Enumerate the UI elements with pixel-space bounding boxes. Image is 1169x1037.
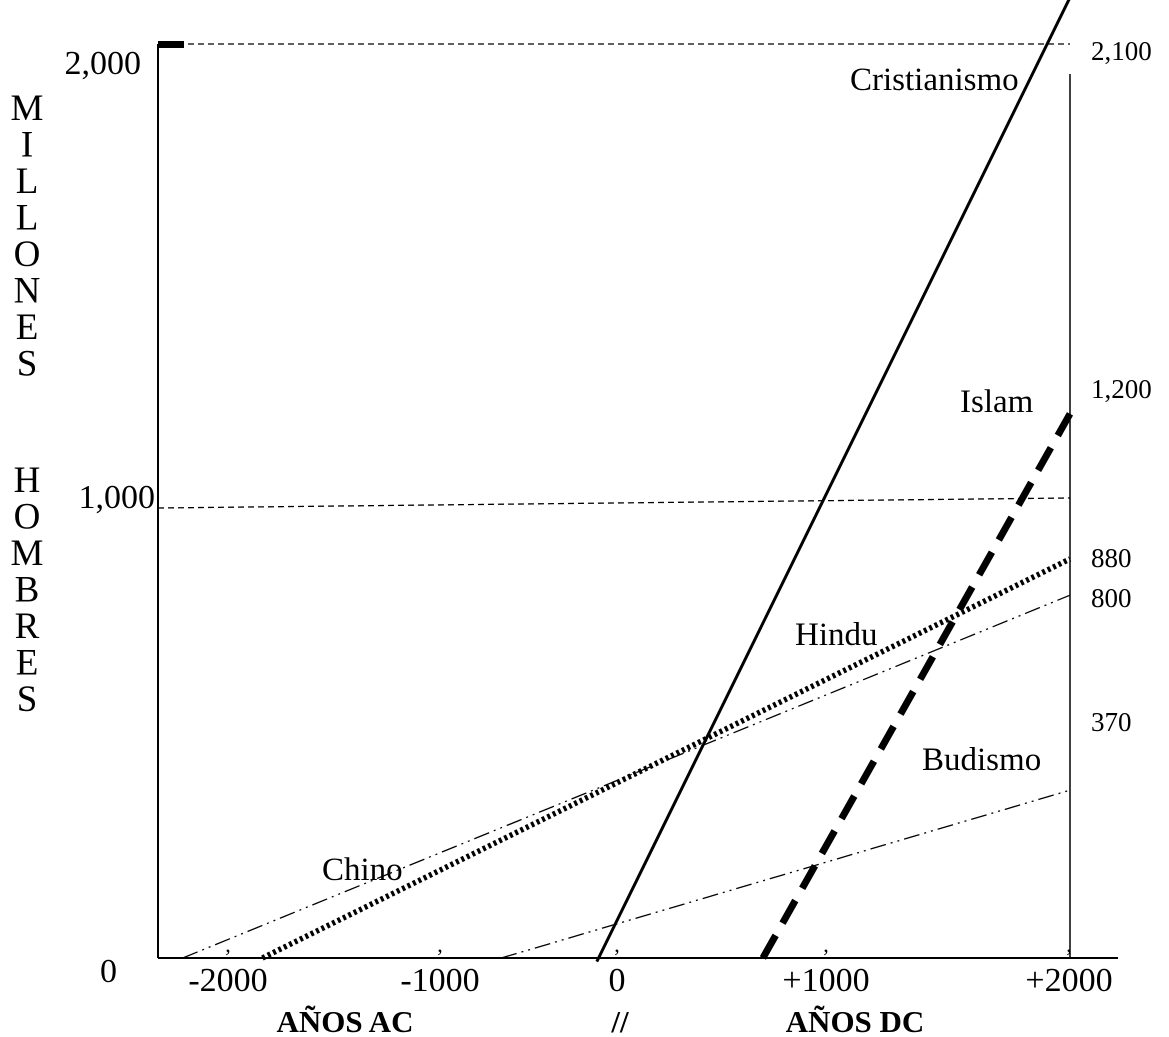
- y-max-marker: [158, 41, 184, 48]
- x-tick-mark: ,: [225, 932, 231, 957]
- x-tick-mark: ,: [437, 932, 443, 957]
- series-label-chino: Chino: [322, 852, 403, 888]
- x-axis-title-right: AÑOS DC: [786, 1004, 925, 1037]
- reference-line-1000: [157, 497, 1071, 509]
- y-tick-label: 0: [100, 953, 117, 990]
- x-tick-mark: ,: [1066, 932, 1072, 957]
- series-label-islam: Islam: [960, 384, 1034, 420]
- end-value-label: 370: [1091, 707, 1132, 737]
- x-tick-mark: ,: [614, 932, 620, 957]
- reference-lines: [157, 43, 1071, 509]
- series-line-hindu: [261, 556, 1072, 961]
- series-label-cristianismo: Cristianismo: [850, 62, 1019, 98]
- axes: [157, 41, 1118, 959]
- x-tick-label: 0: [609, 962, 626, 999]
- x-tick-label: -2000: [188, 962, 267, 999]
- x-axis-title-left: AÑOS AC: [277, 1004, 414, 1037]
- x-tick-mark: ,: [823, 932, 829, 957]
- end-value-label: 1,200: [1091, 374, 1152, 404]
- x-tick-label: +2000: [1025, 962, 1112, 999]
- series-label-budismo: Budismo: [922, 742, 1041, 778]
- series-line-cristianismo: [595, 0, 1071, 963]
- series-lines: [182, 0, 1074, 963]
- labels: 0 1,000 2,000 -2000, -1000, 0, +1000, +2000, AÑO…: [11, 36, 1152, 1037]
- end-value-label: 2,100: [1091, 36, 1152, 66]
- x-tick-label: -1000: [400, 962, 479, 999]
- series-label-hindu: Hindu: [795, 617, 878, 653]
- x-axis-break: //: [610, 1004, 629, 1037]
- series-line-budismo: [501, 789, 1071, 959]
- x-tick-label: +1000: [782, 962, 869, 999]
- y-tick-label: 2,000: [65, 45, 142, 82]
- y-tick-label: 1,000: [79, 479, 156, 516]
- series-line-islam: [759, 412, 1074, 960]
- series-line-chino: [182, 594, 1071, 959]
- end-value-label: 800: [1091, 583, 1132, 613]
- end-value-label: 880: [1091, 543, 1132, 573]
